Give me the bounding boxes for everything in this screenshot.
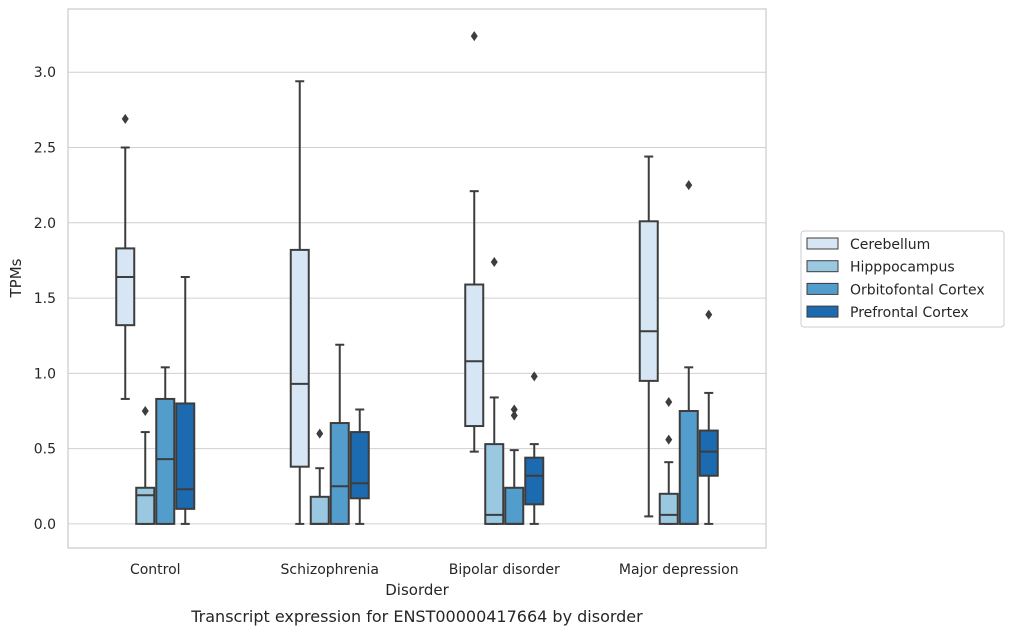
legend: Cerebellum Hipppocampus Orbitofontal Corte… — [800, 230, 1005, 328]
legend-label: Prefrontal Cortex — [850, 305, 969, 321]
box-body — [289, 248, 310, 468]
y-tick-label: 3.0 — [34, 65, 56, 81]
plot-frame — [67, 8, 767, 549]
box-body — [115, 247, 136, 327]
legend-swatch — [806, 260, 839, 273]
x-axis-label: Disorder — [385, 581, 449, 599]
outlier-point — [121, 113, 129, 124]
box-body — [309, 495, 330, 525]
box-body — [698, 429, 719, 477]
box — [658, 396, 679, 525]
outlier-point — [141, 405, 149, 416]
box — [135, 405, 156, 525]
outlier-point — [665, 434, 673, 445]
box-body — [678, 409, 699, 525]
x-tick-label: Major depression — [619, 562, 739, 578]
outlier-point — [530, 371, 538, 382]
legend-label: Cerebellum — [850, 237, 930, 253]
chart-caption: Transcript expression for ENST0000041766… — [190, 607, 643, 626]
y-tick-label: 1.5 — [34, 291, 56, 307]
box-body — [524, 456, 545, 506]
box — [289, 80, 310, 525]
series-group — [175, 275, 719, 525]
box — [484, 256, 505, 525]
plot-border — [67, 8, 767, 549]
box — [504, 404, 525, 525]
box-body — [504, 486, 525, 525]
box-body — [658, 492, 679, 525]
y-tick-label: 2.0 — [34, 216, 56, 232]
box-body — [638, 220, 659, 382]
box — [155, 366, 176, 525]
series-group — [115, 31, 659, 525]
box — [464, 31, 485, 453]
outlier-point — [490, 256, 498, 267]
x-tick-label: Control — [130, 562, 181, 578]
box-body — [349, 431, 370, 500]
outlier-point — [510, 404, 518, 415]
x-tick-label: Schizophrenia — [281, 562, 379, 578]
box — [678, 180, 699, 525]
box-body — [329, 422, 350, 525]
y-axis-label: TPMs — [7, 258, 25, 298]
legend-swatch — [806, 237, 839, 250]
box — [175, 275, 196, 525]
series-group — [135, 256, 679, 525]
outlier-point — [665, 396, 673, 407]
outlier-point — [705, 309, 713, 320]
box-body — [484, 443, 505, 525]
y-tick-label: 1.0 — [34, 366, 56, 382]
outlier-point — [470, 31, 478, 42]
box-series — [115, 31, 719, 525]
outlier-point — [510, 410, 518, 421]
box-body — [464, 283, 485, 428]
box — [524, 371, 545, 525]
y-tick-labels: 0.0 0.5 1.0 1.5 2.0 2.5 3.0 — [34, 65, 56, 533]
box-body — [175, 402, 196, 510]
box — [638, 155, 659, 518]
box — [115, 113, 136, 400]
box-body — [155, 397, 176, 525]
legend-label: Orbitofontal Cortex — [850, 282, 985, 298]
box — [698, 309, 719, 525]
box-body — [135, 486, 156, 525]
outlier-point — [685, 180, 693, 191]
box — [329, 343, 350, 525]
series-group — [155, 180, 699, 525]
y-tick-label: 0.5 — [34, 442, 56, 458]
legend-frame — [800, 230, 1005, 328]
legend-label: Hipppocampus — [850, 260, 955, 276]
box — [309, 428, 330, 525]
x-tick-label: Bipolar disorder — [449, 562, 560, 578]
y-tick-label: 2.5 — [34, 141, 56, 157]
outlier-point — [316, 428, 324, 439]
legend-swatch — [806, 305, 839, 318]
legend-swatch — [806, 282, 839, 295]
box — [349, 408, 370, 525]
x-tick-labels: Control Schizophrenia Bipolar disorder Majo… — [130, 562, 739, 578]
y-tick-label: 0.0 — [34, 517, 56, 533]
